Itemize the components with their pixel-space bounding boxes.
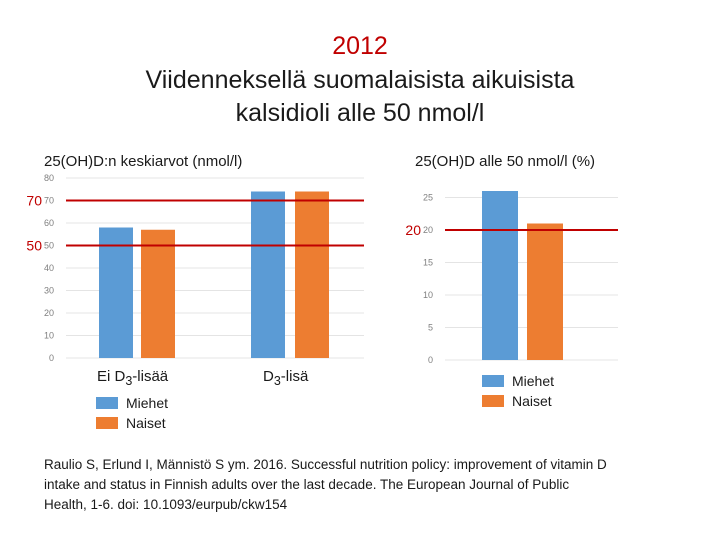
right-chart-title: 25(OH)D alle 50 nmol/l (%) — [415, 153, 596, 170]
category-sub: 3 — [125, 374, 133, 388]
slide-title-line2: kalsidioli alle 50 nmol/l — [235, 99, 485, 127]
y-tick-label: 5 — [428, 323, 433, 333]
bar-naiset-1 — [295, 191, 329, 358]
legend-swatch-miehet — [96, 397, 118, 409]
reference-label-50: 50 — [26, 238, 42, 254]
y-tick-label: 20 — [423, 225, 433, 235]
legend-label-naiset: Naiset — [126, 415, 166, 431]
legend-swatch-naiset — [482, 395, 504, 407]
legend-item-miehet: Miehet — [482, 371, 554, 391]
legend-swatch-miehet — [482, 375, 504, 387]
bar-miehet-0 — [482, 191, 518, 360]
category-prefix: Ei D — [97, 368, 126, 385]
slide-title-line1: Viidenneksellä suomalaisista aikuisista — [145, 66, 575, 94]
left-category-label-1: D3-lisä — [263, 368, 308, 388]
y-tick-label: 60 — [44, 218, 54, 228]
y-tick-label: 0 — [428, 355, 433, 365]
y-tick-label: 30 — [44, 286, 54, 296]
citation-line-1: Raulio S, Erlund I, Männistö S ym. 2016.… — [44, 457, 607, 472]
category-suffix: -lisää — [132, 368, 169, 385]
left-chart-title: 25(OH)D:n keskiarvot (nmol/l) — [44, 153, 243, 170]
legend-item-miehet: Miehet — [96, 393, 168, 413]
y-tick-label: 40 — [44, 263, 54, 273]
y-tick-label: 10 — [44, 331, 54, 341]
legend-swatch-naiset — [96, 417, 118, 429]
y-tick-label: 20 — [44, 308, 54, 318]
left-legend: Miehet Naiset — [96, 393, 168, 433]
citation-line-3: Health, 1-6. doi: 10.1093/eurpub/ckw154 — [44, 497, 288, 512]
y-tick-label: 0 — [49, 353, 54, 363]
right-legend: Miehet Naiset — [482, 371, 554, 411]
y-tick-label: 25 — [423, 193, 433, 203]
bar-miehet-0 — [99, 227, 133, 358]
bar-miehet-1 — [251, 191, 285, 358]
reference-label-20: 20 — [405, 222, 421, 238]
category-suffix: -lisä — [280, 368, 309, 385]
citation-line-2: intake and status in Finnish adults over… — [44, 477, 570, 492]
bar-naiset-0 — [527, 223, 563, 360]
legend-item-naiset: Naiset — [482, 391, 554, 411]
y-tick-label: 70 — [44, 196, 54, 206]
legend-label-naiset: Naiset — [512, 393, 552, 409]
category-prefix: D — [263, 368, 274, 385]
y-tick-label: 80 — [44, 173, 54, 183]
left-category-label-0: Ei D3-lisää — [97, 368, 168, 388]
legend-item-naiset: Naiset — [96, 413, 168, 433]
y-tick-label: 10 — [423, 290, 433, 300]
y-tick-label: 15 — [423, 258, 433, 268]
slide-title-year: 2012 — [332, 32, 388, 60]
category-sub: 3 — [273, 374, 281, 388]
legend-label-miehet: Miehet — [126, 395, 169, 411]
bar-naiset-0 — [141, 229, 175, 358]
y-tick-label: 50 — [44, 241, 54, 251]
reference-label-70: 70 — [26, 193, 42, 209]
legend-label-miehet: Miehet — [512, 373, 555, 389]
citation: Raulio S, Erlund I, Männistö S ym. 2016.… — [44, 455, 694, 515]
